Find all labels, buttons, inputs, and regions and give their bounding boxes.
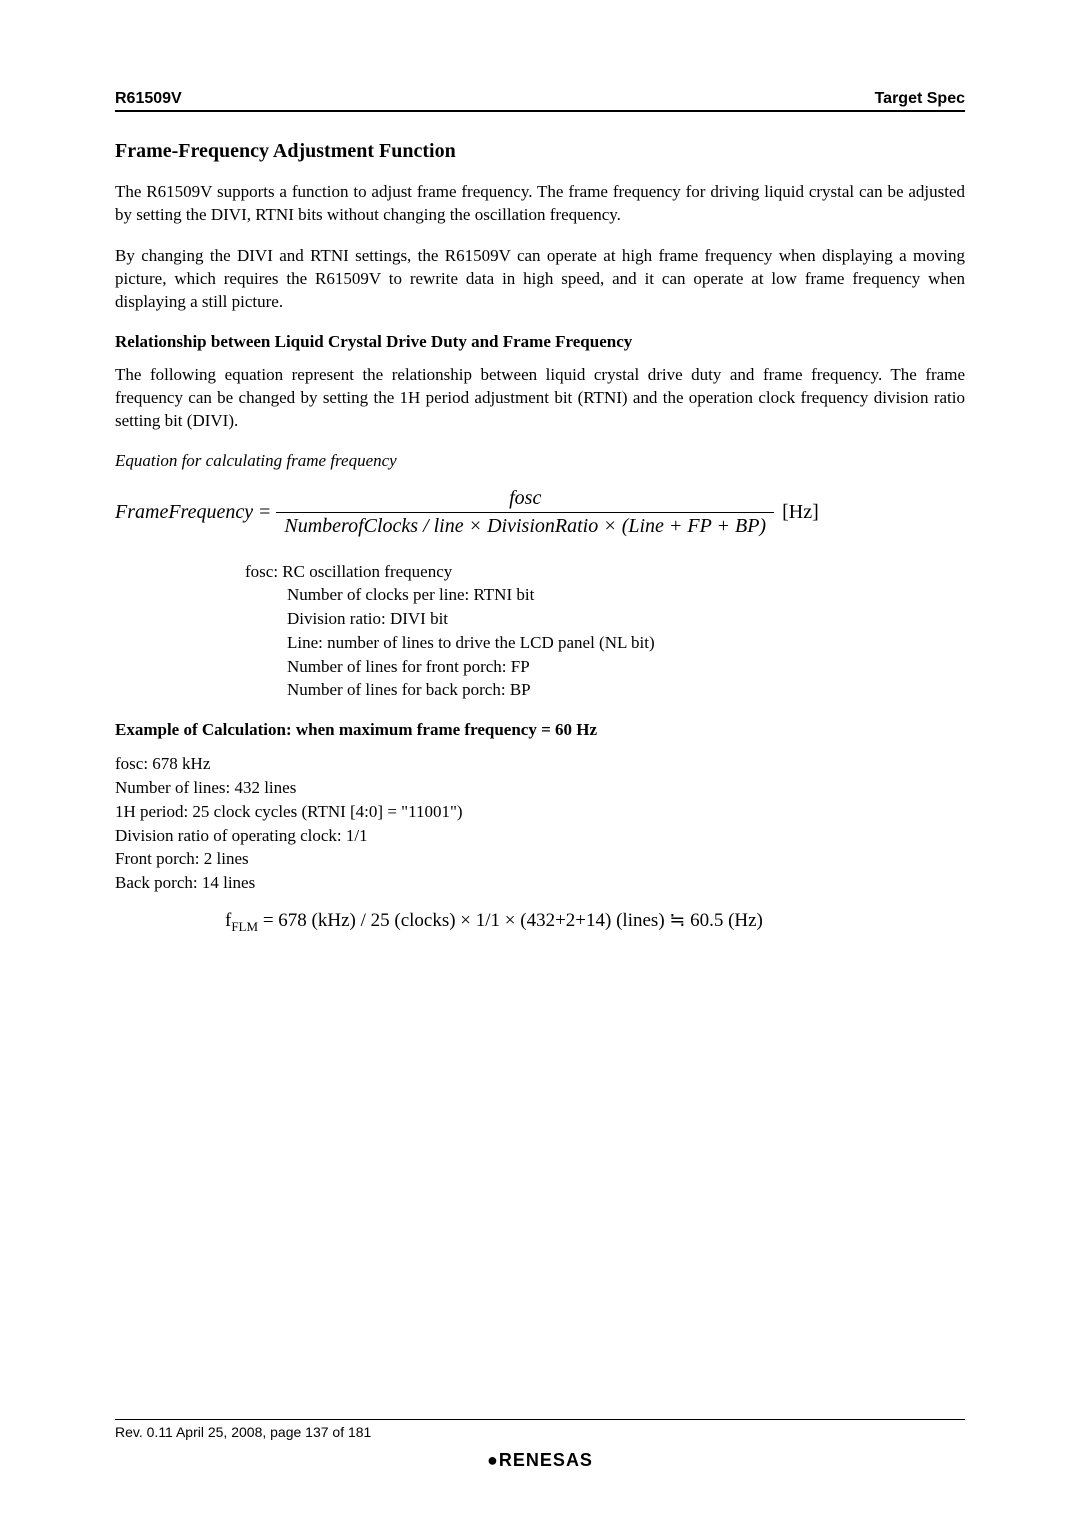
paragraph-relationship: The following equation represent the rel… [115,364,965,433]
param-division: Division ratio of operating clock: 1/1 [115,824,965,848]
header-bar: R61509V Target Spec [115,90,965,112]
subheading-example: Example of Calculation: when maximum fra… [115,720,965,740]
eq-equals: = [259,501,270,524]
logo-mark-icon: ● [487,1450,499,1471]
revision-text: Rev. 0.11 April 25, 2008, page 137 of 18… [115,1424,965,1440]
renesas-logo: ●RENESAS [115,1450,965,1471]
page-footer: Rev. 0.11 April 25, 2008, page 137 of 18… [115,1419,965,1471]
param-1h: 1H period: 25 clock cycles (RTNI [4:0] =… [115,800,965,824]
equation-caption: Equation for calculating frame frequency [115,451,965,471]
def-fosc: fosc: RC oscillation frequency [245,560,965,584]
paragraph-intro-1: The R61509V supports a function to adjus… [115,181,965,227]
frame-frequency-equation: FrameFrequency = fosc NumberofClocks / l… [115,487,965,538]
footer-rule: Rev. 0.11 April 25, 2008, page 137 of 18… [115,1419,965,1440]
result-body: = 678 (kHz) / 25 (clocks) × 1/1 × (432+2… [258,910,763,931]
doc-code: R61509V [115,90,182,108]
subheading-relationship: Relationship between Liquid Crystal Driv… [115,332,965,352]
eq-numerator: fosc [501,487,549,512]
doc-spec: Target Spec [875,90,965,108]
def-bp: Number of lines for back porch: BP [287,678,965,702]
eq-fraction: fosc NumberofClocks / line × DivisionRat… [276,487,774,538]
eq-unit: [Hz] [782,501,819,524]
param-front-porch: Front porch: 2 lines [115,847,965,871]
paragraph-intro-2: By changing the DIVI and RTNI settings, … [115,245,965,314]
result-sub: FLM [231,919,258,934]
section-title: Frame-Frequency Adjustment Function [115,140,965,163]
param-back-porch: Back porch: 14 lines [115,871,965,895]
def-fp: Number of lines for front porch: FP [287,655,965,679]
def-line: Line: number of lines to drive the LCD p… [287,631,965,655]
def-clocks: Number of clocks per line: RTNI bit [287,583,965,607]
def-division: Division ratio: DIVI bit [287,607,965,631]
equation-definitions: fosc: RC oscillation frequency Number of… [245,560,965,703]
eq-denominator: NumberofClocks / line × DivisionRatio × … [276,512,774,538]
eq-lhs: FrameFrequency [115,501,253,524]
logo-text: RENESAS [499,1450,593,1470]
result-equation: fFLM = 678 (kHz) / 25 (clocks) × 1/1 × (… [225,909,965,935]
example-parameters: fosc: 678 kHz Number of lines: 432 lines… [115,752,965,895]
param-lines: Number of lines: 432 lines [115,776,965,800]
param-fosc: fosc: 678 kHz [115,752,965,776]
